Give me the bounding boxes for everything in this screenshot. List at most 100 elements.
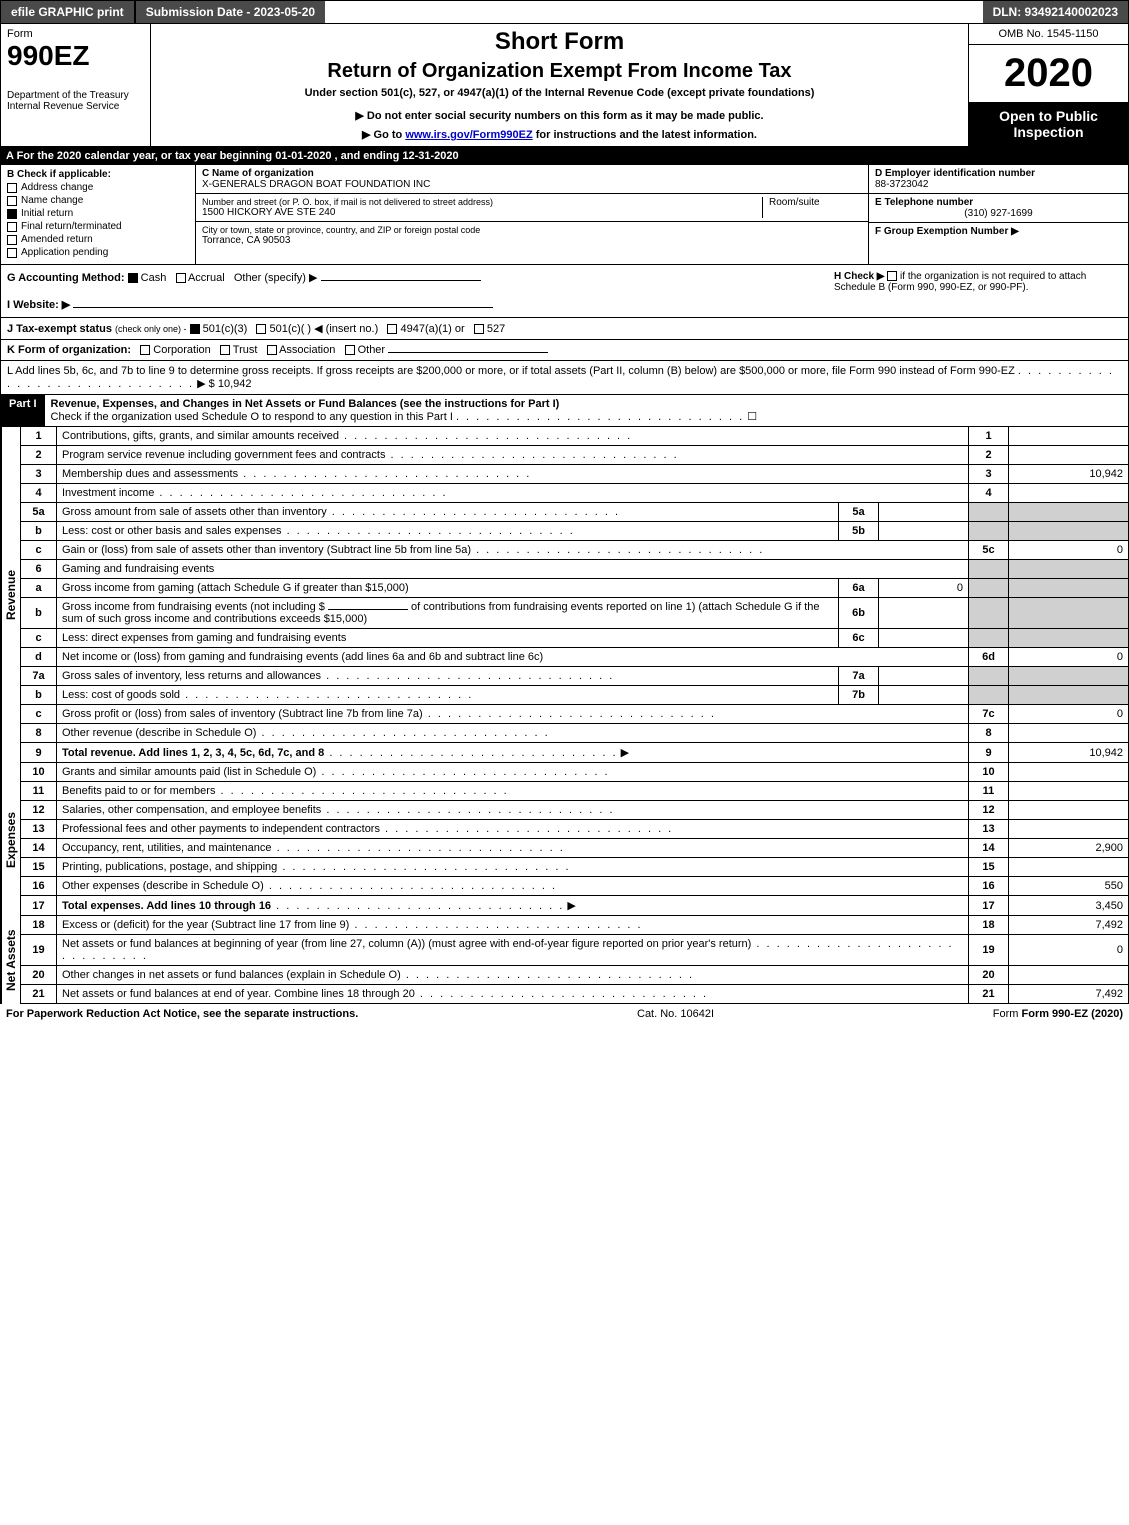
table-row: 17 Total expenses. Add lines 10 through … xyxy=(21,896,1129,916)
line-desc: Gross sales of inventory, less returns a… xyxy=(62,670,321,682)
checkbox-icon[interactable] xyxy=(256,324,266,334)
submission-date: Submission Date - 2023-05-20 xyxy=(136,1,325,23)
line-num: b xyxy=(21,686,57,705)
blank-input[interactable] xyxy=(328,609,408,610)
k-opt-corp: Corporation xyxy=(153,344,210,356)
chk-initial-return[interactable]: Initial return xyxy=(7,208,189,219)
arrow-icon: ▶ xyxy=(567,900,575,912)
line-ref: 8 xyxy=(969,724,1009,743)
table-row: 1 Contributions, gifts, grants, and simi… xyxy=(21,427,1129,446)
line-num: 9 xyxy=(21,743,57,763)
inner-box: 7b xyxy=(839,686,879,705)
part1-title: Revenue, Expenses, and Changes in Net As… xyxy=(45,395,1128,426)
other-specify-input[interactable] xyxy=(321,280,481,281)
return-title: Return of Organization Exempt From Incom… xyxy=(159,60,960,83)
line-desc: Gross income from gaming (attach Schedul… xyxy=(62,582,409,594)
dots xyxy=(349,919,642,931)
page-footer: For Paperwork Reduction Act Notice, see … xyxy=(0,1004,1129,1024)
goto-line: ▶ Go to www.irs.gov/Form990EZ for instru… xyxy=(159,128,960,141)
line-desc: Other expenses (describe in Schedule O) xyxy=(62,880,264,892)
inner-box: 6b xyxy=(839,598,879,629)
table-row: 21 Net assets or fund balances at end of… xyxy=(21,985,1129,1004)
line-num: c xyxy=(21,629,57,648)
table-row: 15 Printing, publications, postage, and … xyxy=(21,858,1129,877)
line-desc: Gaming and fundraising events xyxy=(57,560,969,579)
chk-label: Initial return xyxy=(21,208,73,219)
line-amt xyxy=(1009,763,1129,782)
line-desc: Contributions, gifts, grants, and simila… xyxy=(62,430,339,442)
chk-amended-return[interactable]: Amended return xyxy=(7,234,189,245)
checkbox-icon[interactable] xyxy=(267,345,277,355)
section-b-header: B Check if applicable: xyxy=(7,169,189,180)
dots xyxy=(272,842,565,854)
room-suite: Room/suite xyxy=(762,197,862,218)
tax-year: 2020 xyxy=(969,45,1128,102)
dots xyxy=(271,900,564,912)
line-num: b xyxy=(21,598,57,629)
h-label: H Check ▶ xyxy=(834,271,884,282)
table-row: b Less: cost of goods sold 7b xyxy=(21,686,1129,705)
checkbox-icon xyxy=(7,222,17,232)
website-row: I Website: ▶ xyxy=(7,298,822,311)
irs-link[interactable]: www.irs.gov/Form990EZ xyxy=(405,129,532,141)
line-amt: 0 xyxy=(1009,705,1129,724)
line-desc: Printing, publications, postage, and shi… xyxy=(62,861,277,873)
table-row: 20 Other changes in net assets or fund b… xyxy=(21,966,1129,985)
website-input[interactable] xyxy=(73,307,493,308)
checkbox-checked-icon[interactable] xyxy=(190,324,200,334)
arrow-icon: ▶ xyxy=(621,747,629,759)
line-ref: 13 xyxy=(969,820,1009,839)
table-row: 7a Gross sales of inventory, less return… xyxy=(21,667,1129,686)
checkbox-icon[interactable] xyxy=(220,345,230,355)
chk-application-pending[interactable]: Application pending xyxy=(7,247,189,258)
line-ref: 1 xyxy=(969,427,1009,446)
dots xyxy=(282,525,575,537)
j-opt4: 527 xyxy=(487,323,505,335)
chk-address-change[interactable]: Address change xyxy=(7,182,189,193)
line-amt xyxy=(1009,858,1129,877)
line-num: 13 xyxy=(21,820,57,839)
table-row: 18 Excess or (deficit) for the year (Sub… xyxy=(21,916,1129,935)
checkbox-icon[interactable] xyxy=(345,345,355,355)
line-num: a xyxy=(21,579,57,598)
revenue-side-label: Revenue xyxy=(1,427,20,763)
line-num: 17 xyxy=(21,896,57,916)
checkbox-icon xyxy=(7,183,17,193)
chk-label: Final return/terminated xyxy=(21,221,122,232)
grey-cell xyxy=(1009,629,1129,648)
accounting-method-row: G Accounting Method: Cash Accrual Other … xyxy=(7,271,822,284)
form-label: Form xyxy=(7,28,144,40)
g-label: G Accounting Method: xyxy=(7,272,125,284)
line-desc: Less: direct expenses from gaming and fu… xyxy=(62,632,346,644)
line-desc: Net assets or fund balances at beginning… xyxy=(62,938,751,950)
chk-name-change[interactable]: Name change xyxy=(7,195,189,206)
footer-left: For Paperwork Reduction Act Notice, see … xyxy=(6,1008,358,1020)
section-g-i: G Accounting Method: Cash Accrual Other … xyxy=(1,265,828,317)
group-exemption-row: F Group Exemption Number ▶ xyxy=(869,223,1128,240)
checkbox-icon[interactable] xyxy=(387,324,397,334)
line-ref: 3 xyxy=(969,465,1009,484)
return-subtitle: Under section 501(c), 527, or 4947(a)(1)… xyxy=(159,87,960,99)
inner-box: 6a xyxy=(839,579,879,598)
grey-cell xyxy=(1009,522,1129,541)
line-ref: 9 xyxy=(969,743,1009,763)
part1-check-val[interactable]: ☐ xyxy=(747,411,757,423)
line-amt xyxy=(1009,484,1129,503)
checkbox-icon[interactable] xyxy=(474,324,484,334)
line-ref: 11 xyxy=(969,782,1009,801)
line-desc: Benefits paid to or for members xyxy=(62,785,215,797)
line-num: 21 xyxy=(21,985,57,1004)
k-other-input[interactable] xyxy=(388,352,548,353)
dots xyxy=(321,804,614,816)
checkbox-icon[interactable] xyxy=(176,273,186,283)
checkbox-icon[interactable] xyxy=(140,345,150,355)
checkbox-icon[interactable] xyxy=(887,271,897,281)
chk-final-return[interactable]: Final return/terminated xyxy=(7,221,189,232)
line-num: 16 xyxy=(21,877,57,896)
efile-print-button[interactable]: efile GRAPHIC print xyxy=(1,1,136,23)
city-value: Torrance, CA 90503 xyxy=(202,235,862,246)
line-amt xyxy=(1009,801,1129,820)
dln-number: DLN: 93492140002023 xyxy=(983,1,1128,23)
inner-amt xyxy=(879,503,969,522)
checkbox-checked-icon[interactable] xyxy=(128,273,138,283)
